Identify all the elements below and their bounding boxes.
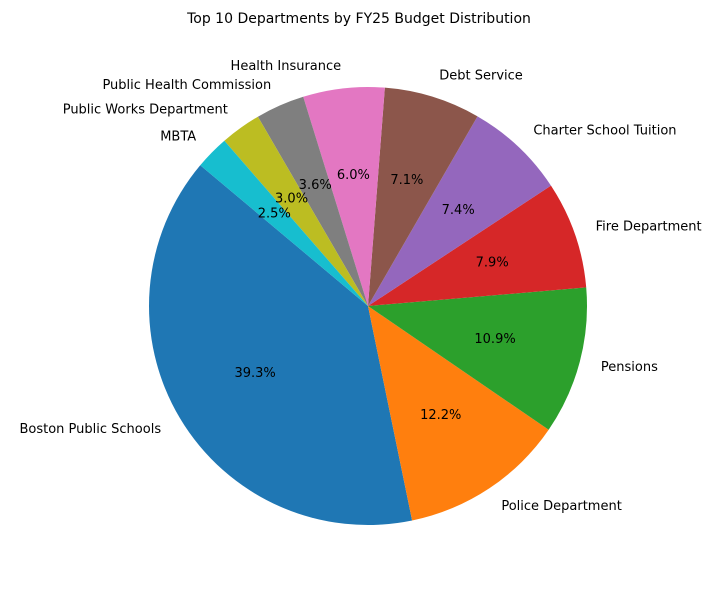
percent-labels: 39.3% 12.2% 10.9% 7.9% 7.4% 7.1% 6.0% 3.6%3.0%2… bbox=[234, 168, 515, 423]
category-label-boston-public-schools: Boston Public Schools bbox=[19, 422, 161, 437]
percent-label-public-health-commission: 3.6% bbox=[299, 178, 332, 193]
category-label-debt-service: Debt Service bbox=[439, 68, 523, 83]
pie-slice-boston-public-schools bbox=[149, 165, 413, 525]
category-label-fire-department: Fire Department bbox=[596, 220, 702, 235]
pie-slice-debt-service bbox=[368, 87, 478, 307]
category-label-police-department: Police Department bbox=[501, 499, 622, 514]
percent-label-boston-public-schools: 39.3% bbox=[234, 366, 275, 381]
category-label-mbta: MBTA bbox=[160, 130, 196, 145]
percent-label-health-insurance: 6.0% bbox=[337, 168, 370, 183]
category-label-public-works-department: Public Works Department bbox=[63, 103, 228, 118]
pie-slice-police-department bbox=[368, 306, 549, 521]
percent-label-police-department: 12.2% bbox=[420, 408, 461, 423]
pie-slice-public-health-commission bbox=[257, 96, 368, 306]
pie-slice-pensions bbox=[368, 287, 587, 430]
pie-slice-fire-department bbox=[368, 185, 587, 306]
percent-label-pensions: 10.9% bbox=[474, 332, 515, 347]
pie-slices bbox=[149, 86, 587, 525]
percent-label-charter-school-tuition: 7.4% bbox=[442, 203, 475, 218]
category-label-charter-school-tuition: Charter School Tuition bbox=[533, 123, 676, 138]
percent-label-public-works-department: 3.0% bbox=[275, 192, 308, 207]
percent-label-mbta: 2.5% bbox=[258, 206, 291, 221]
percent-label-debt-service: 7.1% bbox=[390, 173, 423, 188]
pie-slice-charter-school-tuition bbox=[368, 116, 551, 306]
pie-slice-public-works-department bbox=[224, 116, 368, 306]
chart-title: Top 10 Departments by FY25 Budget Distri… bbox=[186, 11, 531, 27]
pie-slice-health-insurance bbox=[303, 86, 385, 306]
category-label-public-health-commission: Public Health Commission bbox=[102, 78, 271, 93]
pie-slice-mbta bbox=[200, 140, 368, 306]
category-labels: Boston Public Schools Police Department Pe… bbox=[19, 59, 701, 514]
category-label-pensions: Pensions bbox=[601, 360, 658, 375]
percent-label-fire-department: 7.9% bbox=[476, 256, 509, 271]
category-label-health-insurance: Health Insurance bbox=[231, 59, 342, 74]
